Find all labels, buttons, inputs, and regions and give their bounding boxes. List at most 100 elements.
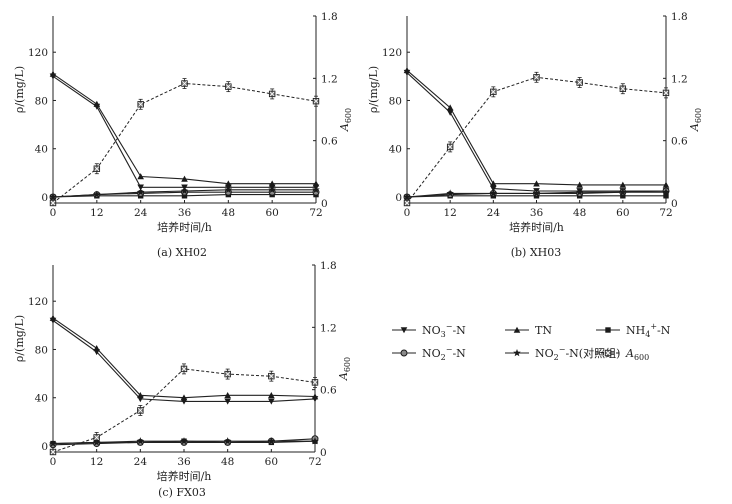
x-tick-label: 48 xyxy=(573,207,586,219)
data-point xyxy=(181,175,188,182)
data-point xyxy=(533,180,540,187)
y-tick-label-right: 0.6 xyxy=(671,136,688,148)
data-point xyxy=(181,193,188,199)
data-point xyxy=(180,437,188,445)
x-tick-label: 12 xyxy=(90,456,103,468)
series-TN xyxy=(49,314,319,401)
data-point-cross xyxy=(94,166,100,172)
x-tick-label: 0 xyxy=(50,456,57,468)
data-point-cross xyxy=(404,200,410,206)
legend-marker xyxy=(400,327,408,334)
data-point xyxy=(180,186,189,195)
data-point xyxy=(267,437,276,445)
data-point xyxy=(446,189,454,197)
series-NO3−-N xyxy=(403,69,670,195)
data-point xyxy=(268,180,276,187)
data-point xyxy=(93,100,101,107)
x-tick-label: 48 xyxy=(222,207,235,219)
y-tick-label-left: 80 xyxy=(35,344,48,356)
data-point-cross xyxy=(312,379,318,385)
y-tick-label-right: 0 xyxy=(671,198,678,210)
data-point-cross xyxy=(269,91,275,97)
legend-marker xyxy=(513,326,521,333)
data-point-cross xyxy=(137,407,143,413)
x-tick-label: 24 xyxy=(134,456,148,468)
x-tick-label: 12 xyxy=(443,207,456,219)
data-point xyxy=(180,394,188,401)
y-tick-label-left: 40 xyxy=(389,144,402,156)
y-tick-label-right: 1.2 xyxy=(320,322,337,334)
x-axis-label: 培养时间/h xyxy=(157,220,212,234)
y-tick-label-left: 40 xyxy=(35,393,48,405)
y-tick-label-left: 0 xyxy=(41,192,48,204)
data-point xyxy=(312,185,320,193)
data-point xyxy=(268,398,275,405)
legend-item: TN xyxy=(505,324,552,337)
data-point xyxy=(136,188,145,196)
data-point xyxy=(662,188,670,196)
x-tick-label: 36 xyxy=(178,207,192,219)
legend-item: A600 xyxy=(596,347,649,362)
y-tick-label-right: 1.8 xyxy=(320,260,337,272)
x-tick-label: 24 xyxy=(487,207,501,219)
data-point xyxy=(532,189,541,197)
y-tick-label-right: 0.6 xyxy=(320,385,337,397)
x-tick-label: 36 xyxy=(177,456,191,468)
panel-caption: (a) XH02 xyxy=(157,246,207,259)
x-tick-label: 72 xyxy=(659,207,672,219)
data-point xyxy=(619,181,627,188)
y-tick-label-left: 0 xyxy=(41,441,48,453)
data-point-cross xyxy=(225,84,231,90)
y-tick-label-left: 120 xyxy=(28,47,48,59)
series-TN xyxy=(403,67,670,188)
data-point-cross xyxy=(620,86,626,92)
data-point-cross xyxy=(138,101,144,107)
y-tick-label-left: 80 xyxy=(35,95,48,107)
legend-label: TN xyxy=(535,324,552,337)
data-point xyxy=(489,189,498,197)
series-NO3−-N xyxy=(49,317,319,405)
data-point-cross xyxy=(268,373,274,379)
data-point xyxy=(490,180,497,187)
data-point xyxy=(663,193,669,199)
legend-marker-cross xyxy=(605,350,611,356)
series-A600 xyxy=(403,71,670,207)
data-point-cross xyxy=(313,98,319,104)
series-NO2−-N(对照组) xyxy=(49,185,320,201)
data-point xyxy=(268,185,276,193)
data-point-cross xyxy=(181,366,187,372)
legend-item: NH4+-N xyxy=(596,322,671,339)
series-line xyxy=(406,72,666,192)
y-tick-label-right: 1.8 xyxy=(671,11,688,23)
data-point xyxy=(137,184,144,191)
data-point xyxy=(403,193,411,201)
x-tick-label: 48 xyxy=(221,456,234,468)
data-point xyxy=(93,190,101,198)
legend-label: NO2−-N xyxy=(422,345,466,362)
y-tick-label-left: 0 xyxy=(395,192,402,204)
legend-item: NO3−-N xyxy=(392,322,466,339)
x-tick-label: 72 xyxy=(308,456,321,468)
x-axis-label: 培养时间/h xyxy=(509,220,564,234)
data-point-cross xyxy=(50,449,56,455)
y-tick-label-right: 1.2 xyxy=(671,73,688,85)
legend-label: A600 xyxy=(625,347,649,362)
x-tick-label: 12 xyxy=(90,207,103,219)
data-point-cross xyxy=(50,200,56,206)
series-line xyxy=(52,75,316,188)
y-tick-label-left: 80 xyxy=(389,95,402,107)
series-line xyxy=(52,320,316,402)
data-point xyxy=(223,437,232,445)
data-point xyxy=(576,181,583,188)
data-point-cross xyxy=(447,144,453,150)
legend-item: NO2−-N(对照组) xyxy=(505,345,620,362)
data-point xyxy=(49,193,57,201)
y-axis-label-left: ρ/(mg/L) xyxy=(13,315,26,362)
data-point xyxy=(225,180,232,187)
data-point xyxy=(49,439,57,447)
data-point xyxy=(403,67,411,74)
data-point xyxy=(224,392,231,399)
data-point xyxy=(224,398,231,405)
chart-panel-1: 0 12 24 36 48 60 720408012000.61.21.8培养时间/hρ/(… xyxy=(13,11,353,259)
